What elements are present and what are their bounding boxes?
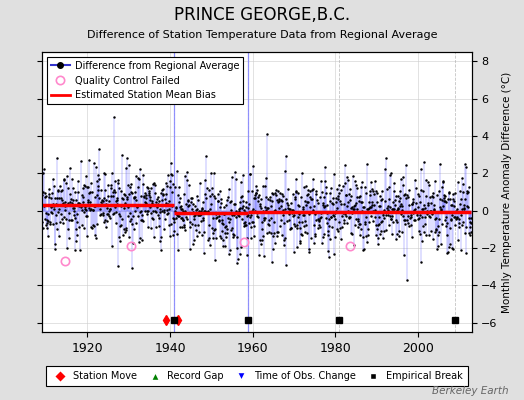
Y-axis label: Monthly Temperature Anomaly Difference (°C): Monthly Temperature Anomaly Difference (…: [502, 71, 512, 313]
Text: Berkeley Earth: Berkeley Earth: [432, 386, 508, 396]
Legend: Station Move, Record Gap, Time of Obs. Change, Empirical Break: Station Move, Record Gap, Time of Obs. C…: [46, 366, 467, 386]
Text: PRINCE GEORGE,B.C.: PRINCE GEORGE,B.C.: [174, 6, 350, 24]
Text: Difference of Station Temperature Data from Regional Average: Difference of Station Temperature Data f…: [87, 30, 437, 40]
Legend: Difference from Regional Average, Quality Control Failed, Estimated Station Mean: Difference from Regional Average, Qualit…: [47, 57, 243, 104]
